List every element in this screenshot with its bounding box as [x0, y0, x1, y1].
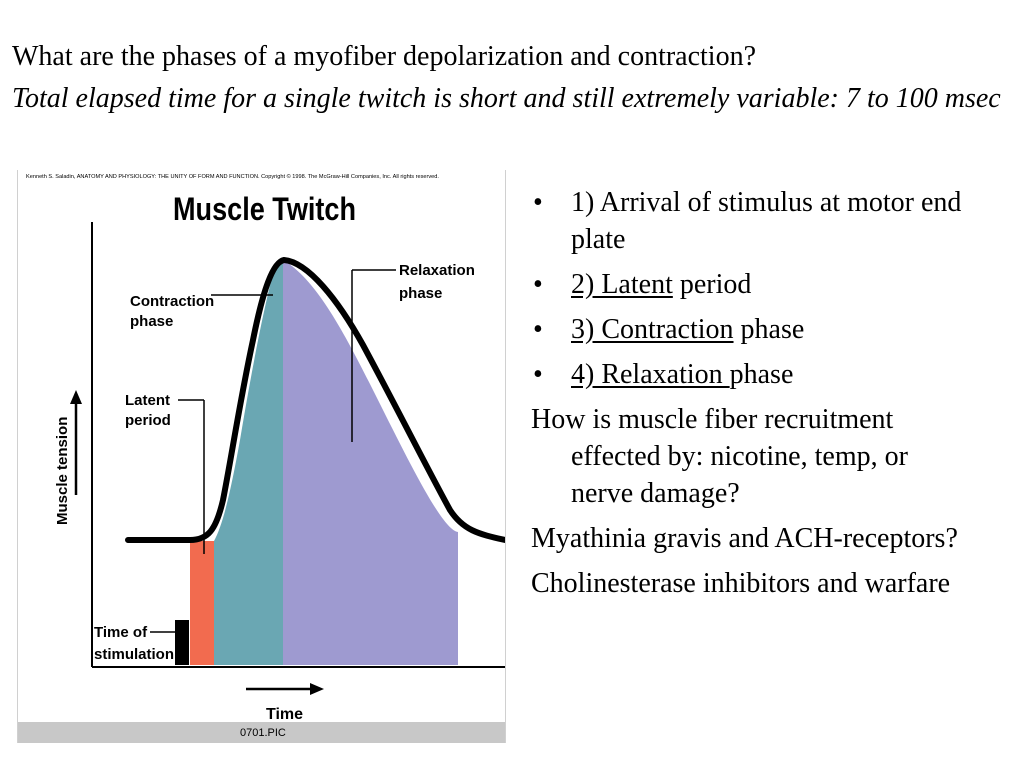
figure-credit: Kenneth S. Saladin, ANATOMY AND PHYSIOLO…	[26, 173, 439, 180]
muscle-twitch-figure: Kenneth S. Saladin, ANATOMY AND PHYSIOLO…	[17, 170, 506, 743]
question-item: Cholinesterase inhibitors and warfare	[531, 568, 951, 599]
bullet-dot: •	[533, 187, 543, 218]
label-latent-period-2: period	[125, 412, 171, 429]
label-contraction-phase-1: Contraction	[130, 293, 214, 310]
bullet-rest: period	[672, 269, 752, 300]
y-axis-label: Muscle tension	[54, 417, 71, 525]
question-item: How is muscle fiber recruitment effected…	[531, 404, 908, 509]
list-item: • 1) Arrival of stimulus at motor end pl…	[531, 184, 971, 258]
bullet-underlined: 3) Contraction	[571, 314, 734, 345]
title-question: What are the phases of a myofiber depola…	[12, 41, 757, 72]
label-relaxation-phase-2: phase	[399, 285, 442, 302]
slide-title: What are the phases of a myofiber depola…	[12, 36, 1012, 120]
bullet-dot: •	[533, 314, 543, 345]
list-item: • 3) Contraction phase	[531, 311, 971, 348]
contraction-phase-region	[214, 260, 283, 665]
label-time-of-stimulation-1: Time of	[94, 624, 148, 641]
bullet-rest: phase	[729, 359, 794, 390]
figure-caption: 0701.PIC	[240, 727, 286, 739]
bullet-list: • 1) Arrival of stimulus at motor end pl…	[531, 184, 971, 610]
bullet-underlined: 4) Relaxation	[571, 359, 730, 390]
list-item: • 2) Latent period	[531, 266, 971, 303]
twitch-curve	[125, 257, 505, 543]
stimulation-marker	[175, 620, 189, 665]
relaxation-phase-region	[283, 260, 458, 665]
bullet-dot: •	[533, 269, 543, 300]
latent-period-region	[190, 541, 214, 665]
bullet-dot: •	[533, 359, 543, 390]
title-subtitle: Total elapsed time for a single twitch i…	[12, 83, 1001, 114]
label-time-of-stimulation-2: stimulation	[94, 646, 174, 663]
x-axis-label: Time	[266, 706, 303, 723]
bullet-underlined: 2) Latent	[571, 269, 673, 300]
caption-bar	[18, 722, 505, 743]
label-contraction-phase-2: phase	[130, 313, 173, 330]
bullet-text: 1) Arrival of stimulus at motor end plat…	[571, 187, 962, 255]
muscle-twitch-diagram: Kenneth S. Saladin, ANATOMY AND PHYSIOLO…	[18, 173, 505, 743]
list-item: • 4) Relaxation phase	[531, 356, 971, 393]
figure-heading: Muscle Twitch	[173, 191, 356, 227]
bullet-rest: phase	[733, 314, 805, 345]
label-latent-period-1: Latent	[125, 392, 170, 409]
x-arrow-head-icon	[310, 683, 324, 695]
question-item: Myathinia gravis and ACH-receptors?	[531, 523, 958, 554]
y-arrow-head-icon	[70, 390, 82, 404]
label-relaxation-phase-1: Relaxation	[399, 262, 475, 279]
